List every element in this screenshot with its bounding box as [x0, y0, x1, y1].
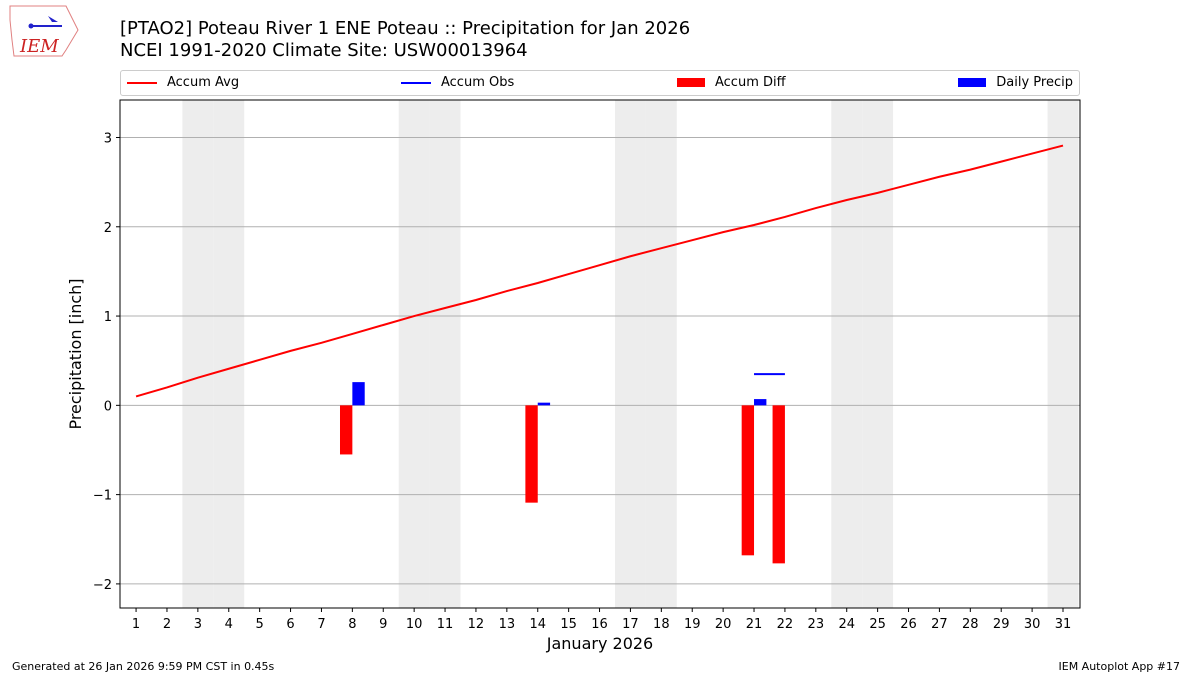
x-tick-label: 31 [1055, 617, 1072, 632]
weekend-shade [614, 100, 646, 608]
weekend-shade [429, 100, 461, 608]
x-tick-label: 2 [163, 617, 171, 632]
x-tick-label: 11 [437, 617, 454, 632]
accum-diff-bar [525, 405, 538, 503]
x-tick-label: 9 [379, 617, 387, 632]
legend-swatch [958, 78, 987, 87]
legend-label: Accum Diff [715, 75, 786, 90]
x-tick-label: 27 [931, 617, 948, 632]
accum-diff-bar [741, 405, 755, 556]
x-tick-label: 4 [225, 617, 233, 632]
x-tick-label: 10 [406, 617, 423, 632]
x-tick-label: 17 [622, 617, 639, 632]
logo-text: IEM [19, 36, 59, 57]
x-tick-label: 5 [256, 617, 264, 632]
x-tick-label: 15 [560, 617, 577, 632]
legend-swatch [127, 81, 157, 84]
chart-title: [PTAO2] Poteau River 1 ENE Poteau :: Pre… [120, 18, 690, 62]
accum-diff-bar [772, 405, 785, 564]
legend-item: Daily Precip [958, 75, 1073, 90]
x-tick-label: 30 [1024, 617, 1041, 632]
x-tick-label: 7 [317, 617, 325, 632]
iem-logo: IEM [9, 5, 79, 57]
daily-precip-bar [754, 399, 767, 406]
x-tick-label: 8 [348, 617, 356, 632]
x-tick-label: 16 [591, 617, 608, 632]
daily-precip-bar [352, 382, 365, 406]
legend: Accum Avg Accum Obs Accum Diff Daily Precip [120, 70, 1080, 96]
x-tick-label: 14 [529, 617, 546, 632]
weekend-shade [645, 100, 677, 608]
x-tick-label: 24 [838, 617, 855, 632]
x-tick-label: 26 [900, 617, 917, 632]
weekend-shade [182, 100, 214, 608]
title-line-1: [PTAO2] Poteau River 1 ENE Poteau :: Pre… [120, 18, 691, 39]
legend-label: Accum Obs [441, 75, 515, 90]
legend-item: Accum Obs [401, 75, 514, 90]
x-tick-label: 21 [746, 617, 763, 632]
weekend-shade [213, 100, 245, 608]
weekend-shade [398, 100, 430, 608]
x-tick-label: 22 [777, 617, 794, 632]
x-axis-label: January 2026 [546, 634, 653, 653]
daily-precip-bar [537, 402, 551, 406]
legend-label: Accum Avg [167, 75, 240, 90]
legend-item: Accum Avg [127, 75, 239, 90]
accum-diff-bar [339, 405, 353, 455]
x-tick-label: 13 [499, 617, 516, 632]
x-tick-label: 1 [132, 617, 140, 632]
legend-label: Daily Precip [996, 75, 1073, 90]
x-tick-label: 3 [194, 617, 202, 632]
x-tick-label: 23 [808, 617, 825, 632]
legend-item: Accum Diff [677, 75, 786, 90]
generated-footer: Generated at 26 Jan 2026 9:59 PM CST in … [12, 660, 275, 673]
x-tick-label: 18 [653, 617, 670, 632]
weekend-shade [1047, 100, 1079, 608]
y-tick-label: 0 [104, 399, 112, 414]
title-line-2: NCEI 1991-2020 Climate Site: USW00013964 [120, 40, 528, 61]
x-tick-label: 19 [684, 617, 701, 632]
x-tick-label: 12 [468, 617, 485, 632]
x-tick-label: 28 [962, 617, 979, 632]
y-tick-label: 1 [104, 310, 112, 325]
y-tick-label: −2 [93, 578, 112, 593]
x-tick-label: 29 [993, 617, 1010, 632]
x-tick-label: 6 [286, 617, 294, 632]
plot-frame [119, 99, 1081, 609]
y-tick-label: 3 [104, 131, 112, 146]
weekend-shade [862, 100, 894, 608]
x-tick-label: 20 [715, 617, 732, 632]
accum-avg-line [135, 144, 1064, 398]
y-tick-label: 2 [104, 221, 112, 236]
legend-swatch [677, 78, 705, 87]
legend-swatch [401, 81, 431, 84]
app-footer: IEM Autoplot App #17 [1058, 660, 1181, 673]
x-tick-label: 25 [869, 617, 886, 632]
y-axis-label: Precipitation [inch] [66, 278, 85, 429]
y-tick-label: −1 [93, 489, 112, 504]
weekend-shade [831, 100, 863, 608]
